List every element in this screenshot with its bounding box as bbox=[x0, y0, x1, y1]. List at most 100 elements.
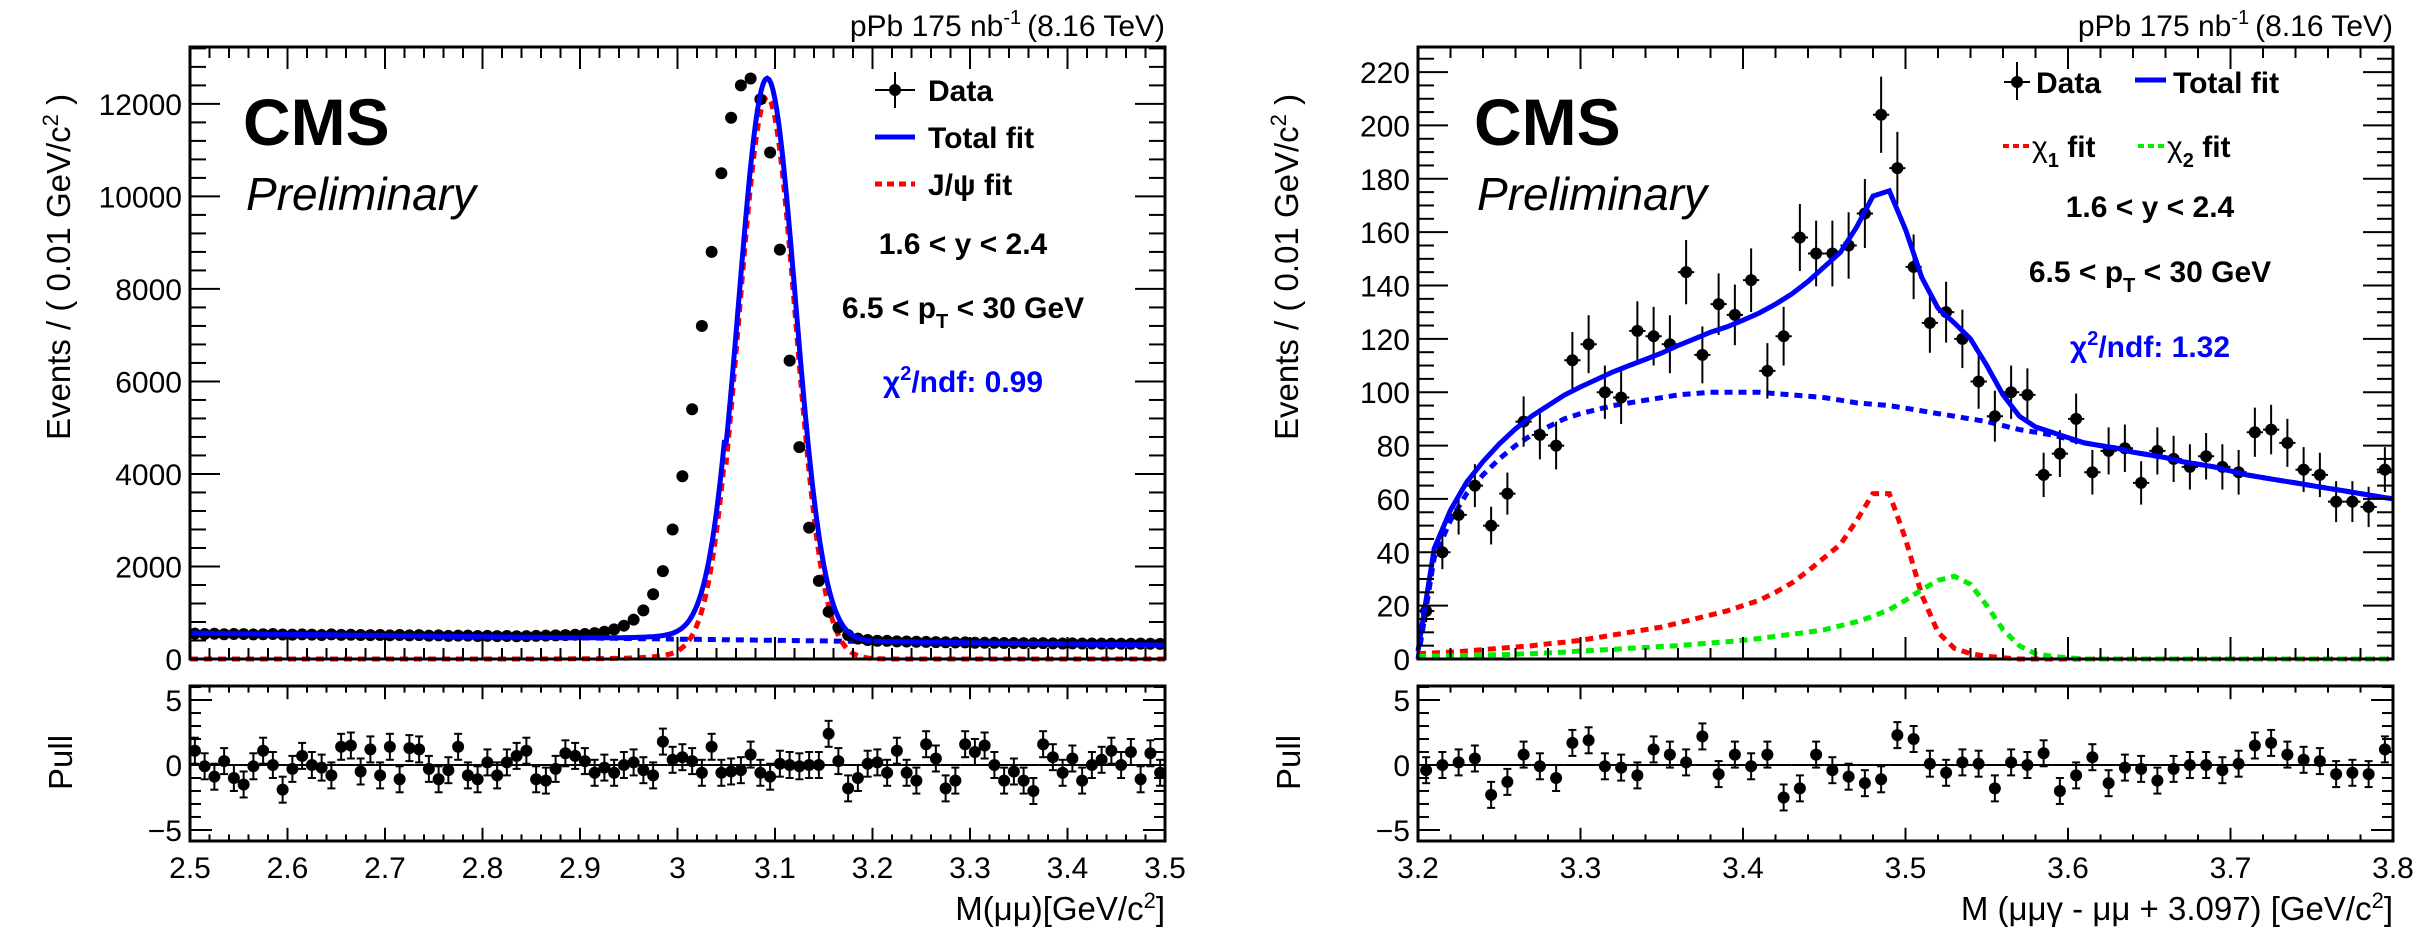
right-pull-marker bbox=[2362, 768, 2375, 781]
left-x-tick-label: 2.6 bbox=[267, 852, 309, 885]
left-pull-marker bbox=[929, 752, 942, 765]
right-pull-marker bbox=[2183, 758, 2196, 771]
right-data-marker bbox=[1452, 508, 1465, 521]
left-pull-point bbox=[315, 753, 328, 782]
right-data-marker bbox=[1923, 316, 1936, 329]
right-pull-point bbox=[1938, 758, 1955, 787]
left-pull-point bbox=[383, 732, 396, 766]
right-pull-point bbox=[1483, 763, 1500, 809]
right-pull-point bbox=[1515, 740, 1532, 769]
left-pull-marker bbox=[335, 740, 348, 753]
left-data-point bbox=[627, 613, 640, 626]
left-pull-point bbox=[910, 763, 923, 795]
left-data-point bbox=[686, 403, 699, 416]
left-pull-tick-label: 5 bbox=[165, 685, 182, 718]
right-data-marker bbox=[1615, 391, 1628, 404]
left-preliminary-label: Preliminary bbox=[246, 168, 479, 220]
right-data-marker bbox=[1598, 386, 1611, 399]
left-y-tick-label: 12000 bbox=[99, 89, 182, 122]
right-pull-point bbox=[2230, 749, 2247, 778]
right-pull-marker bbox=[1972, 757, 1985, 770]
left-pull-point bbox=[1007, 757, 1020, 786]
right-y-tick-label: 120 bbox=[1360, 324, 1410, 357]
left-pull-marker bbox=[1007, 765, 1020, 778]
right-pull-marker bbox=[2151, 774, 2164, 787]
left-data-point bbox=[822, 605, 835, 618]
left-x-tick-label: 2.7 bbox=[364, 852, 406, 885]
right-data-marker bbox=[2346, 495, 2359, 508]
right-data-marker bbox=[1712, 298, 1725, 311]
right-data-marker bbox=[1533, 428, 1546, 441]
left-pull-point bbox=[832, 747, 845, 776]
left-pull-marker bbox=[1115, 758, 1128, 771]
right-data-marker bbox=[1550, 439, 1563, 452]
left-pull-marker bbox=[598, 761, 611, 774]
right-pull-point bbox=[2328, 760, 2345, 789]
right-pull-point bbox=[2051, 763, 2068, 805]
right-pull-marker bbox=[2200, 758, 2213, 771]
left-data-point bbox=[598, 625, 611, 638]
right-lumi-label: pPb 175 nb-1 (8.16 TeV) bbox=[2078, 7, 2393, 43]
right-pull-marker bbox=[2037, 747, 2050, 760]
right-rapidity-label: 1.6 < y < 2.4 bbox=[2066, 191, 2235, 224]
left-data-marker bbox=[637, 604, 650, 617]
left-pull-point bbox=[1095, 745, 1108, 774]
left-pull-point bbox=[374, 761, 387, 790]
left-pull-point bbox=[569, 741, 582, 770]
right-pull-marker bbox=[1420, 764, 1433, 777]
left-pull-marker bbox=[1144, 747, 1157, 760]
left-pull-point bbox=[227, 763, 240, 792]
left-pull-point bbox=[959, 730, 972, 766]
right-pull-tick-label: −5 bbox=[1376, 815, 1410, 848]
left-pull-point bbox=[900, 758, 913, 787]
right-pull-marker bbox=[2346, 766, 2359, 779]
right-pull-tick-label: 5 bbox=[1393, 685, 1410, 718]
right-pull-marker bbox=[1810, 748, 1823, 761]
right-data-marker bbox=[1631, 324, 1644, 337]
right-pull-point bbox=[1775, 763, 1792, 812]
left-legend-data: Data bbox=[875, 72, 993, 108]
right-data-marker bbox=[1988, 410, 2001, 423]
left-pull-marker bbox=[1076, 774, 1089, 787]
right-pull-marker bbox=[2053, 784, 2066, 797]
right-pull-marker bbox=[1956, 756, 1969, 769]
left-pull-marker bbox=[237, 778, 250, 791]
right-data-marker bbox=[1745, 274, 1758, 287]
right-data-point bbox=[1726, 284, 1743, 346]
left-pull-point bbox=[656, 727, 669, 766]
right-pull-point bbox=[1678, 748, 1695, 777]
right-pull-marker bbox=[2265, 736, 2278, 749]
right-legend-chi2-label: χ2 fit bbox=[2167, 131, 2231, 172]
right-pull-marker bbox=[2313, 755, 2326, 768]
right-data-marker bbox=[2070, 412, 2083, 425]
left-pull-point bbox=[296, 741, 309, 770]
right-pt-label: 6.5 < pT < 30 GeV bbox=[2029, 256, 2271, 297]
right-pull-marker bbox=[2135, 762, 2148, 775]
left-pull-point bbox=[754, 758, 767, 787]
left-pull-point bbox=[793, 752, 806, 781]
left-pull-marker bbox=[695, 766, 708, 779]
left-pull-tick-label: −5 bbox=[148, 815, 182, 848]
right-pull-point bbox=[1986, 763, 2003, 803]
left-pull-marker bbox=[783, 758, 796, 771]
left-data-point bbox=[715, 167, 728, 180]
left-pull-marker bbox=[315, 761, 328, 774]
left-x-tick-label: 3.5 bbox=[1144, 852, 1186, 885]
right-pull-point bbox=[1726, 740, 1743, 769]
right-data-marker bbox=[2086, 466, 2099, 479]
right-data-marker bbox=[1696, 348, 1709, 361]
right-data-marker bbox=[2248, 426, 2261, 439]
left-pull-point bbox=[364, 735, 377, 766]
left-pull-point bbox=[676, 743, 689, 772]
left-pull-point bbox=[627, 748, 640, 777]
left-y-tick-label: 8000 bbox=[115, 274, 182, 307]
right-pull-marker bbox=[1615, 761, 1628, 774]
right-data-marker bbox=[1468, 479, 1481, 492]
right-pull-point bbox=[1564, 728, 1581, 766]
right-data-point bbox=[2019, 368, 2036, 422]
left-data-marker bbox=[647, 588, 660, 601]
left-data-point bbox=[812, 574, 825, 587]
right-data-point bbox=[2133, 461, 2150, 505]
left-pull-point bbox=[500, 748, 513, 777]
left-pull-marker bbox=[286, 762, 299, 775]
